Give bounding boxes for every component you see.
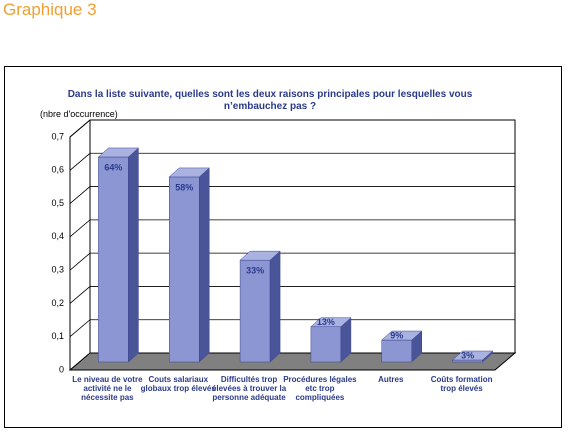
grid-line bbox=[69, 252, 515, 271]
chart-frame bbox=[4, 66, 562, 428]
value-label: 64% bbox=[104, 162, 122, 172]
bar-side bbox=[199, 167, 210, 363]
x-tick-label: Coûts formation trop élevés bbox=[430, 375, 493, 393]
bar-top bbox=[451, 350, 494, 361]
y-tick-label: 0 bbox=[59, 364, 64, 374]
x-tick-label: Le niveau de votre activité ne le nécess… bbox=[72, 375, 143, 402]
grid-line bbox=[69, 186, 515, 204]
bar-top bbox=[310, 317, 352, 327]
y-tick-label: 0,7 bbox=[51, 131, 64, 141]
bar bbox=[169, 176, 200, 363]
bar-top bbox=[97, 147, 140, 158]
value-label: 13% bbox=[317, 317, 335, 327]
y-tick-label: 0,5 bbox=[51, 198, 64, 208]
value-label: 33% bbox=[246, 266, 264, 276]
chart-title: Dans la liste suivante, quelles sont les… bbox=[67, 89, 473, 112]
y-tick-label: 0,6 bbox=[51, 165, 64, 175]
y-axis-label: (nbre d'occurrence) bbox=[40, 109, 118, 119]
bar bbox=[310, 326, 342, 363]
x-tick-label: Couts salariaux globaux trop élevés bbox=[140, 375, 216, 393]
grid-line bbox=[69, 219, 515, 238]
grid-line bbox=[69, 352, 515, 371]
bar-side bbox=[128, 147, 139, 363]
bar-side bbox=[269, 250, 281, 363]
grid-line bbox=[69, 286, 515, 304]
bar bbox=[381, 339, 412, 363]
value-label: 58% bbox=[175, 182, 193, 192]
value-label: 3% bbox=[461, 350, 474, 360]
bar-top bbox=[381, 330, 423, 341]
bar bbox=[98, 156, 129, 363]
bar-top bbox=[239, 250, 281, 261]
y-tick-label: 0,3 bbox=[51, 265, 64, 275]
y-tick-label: 0,1 bbox=[51, 331, 64, 341]
x-tick-label: Difficultés trop élevées à trouver la pe… bbox=[211, 375, 287, 402]
grid-line bbox=[69, 152, 515, 171]
bar-top bbox=[168, 167, 210, 178]
value-label: 9% bbox=[390, 330, 403, 340]
grid-line bbox=[69, 119, 515, 138]
y-tick-label: 0,4 bbox=[51, 231, 64, 241]
y-tick-label: 0,2 bbox=[51, 298, 64, 308]
floor bbox=[68, 352, 517, 371]
x-tick-label: Autres bbox=[378, 375, 404, 384]
page-title: Graphique 3 bbox=[3, 0, 97, 19]
x-tick-label: Procédures légales etc trop compliquées bbox=[283, 375, 357, 402]
grid-line bbox=[69, 319, 515, 338]
